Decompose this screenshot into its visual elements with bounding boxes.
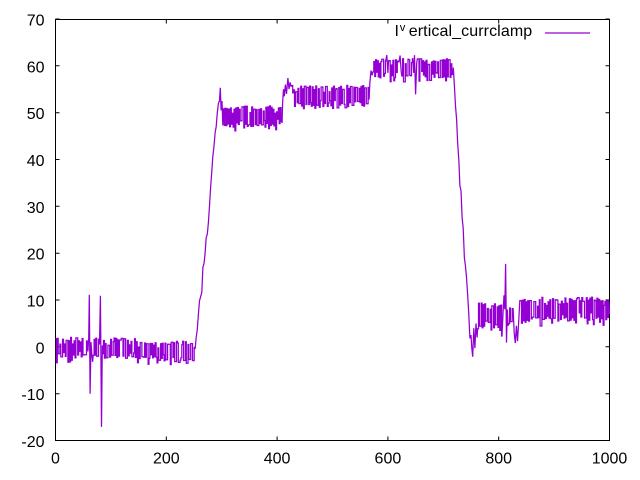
svg-text:10: 10: [27, 294, 45, 311]
svg-text:60: 60: [27, 59, 45, 76]
svg-text:200: 200: [153, 451, 180, 468]
svg-text:30: 30: [27, 200, 45, 217]
svg-text:1000: 1000: [592, 451, 628, 468]
svg-text:0: 0: [36, 340, 45, 357]
svg-text:20: 20: [27, 247, 45, 264]
svg-text:600: 600: [375, 451, 402, 468]
svg-text:-20: -20: [21, 434, 44, 451]
svg-text:0: 0: [51, 451, 60, 468]
svg-text:70: 70: [27, 13, 45, 30]
svg-text:50: 50: [27, 106, 45, 123]
svg-text:400: 400: [264, 451, 291, 468]
svg-text:800: 800: [485, 451, 512, 468]
svg-text:40: 40: [27, 153, 45, 170]
svg-text:-10: -10: [21, 387, 44, 404]
